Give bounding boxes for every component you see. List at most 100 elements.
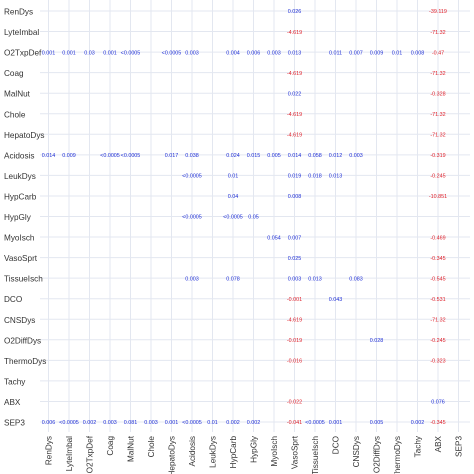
row-label-leukdys: LeukDys: [4, 172, 36, 181]
cell-value-label: 0.002: [247, 420, 261, 426]
cell-value-label: 0.005: [267, 153, 281, 159]
cell-value-label: 0.003: [103, 420, 117, 426]
cell-value-label: -39.119: [429, 9, 447, 15]
cell-value-label: -0.469: [430, 235, 445, 241]
row-label-vasosprt: VasoSprt: [4, 254, 38, 263]
column-label-thermodys: ThermoDys: [393, 436, 402, 474]
cell-value-label: 0.001: [329, 420, 343, 426]
cell-value-label: 0.019: [288, 174, 302, 180]
column-label-o2txpdef: O2TxpDef: [86, 435, 95, 473]
cell-value-label: -10.851: [429, 194, 447, 200]
cell-value-label: -4.619: [287, 112, 302, 118]
row-label-hypcarb: HypCarb: [4, 192, 37, 201]
cell-value-label: -4.619: [287, 71, 302, 77]
cell-value-label: 0.013: [329, 174, 343, 180]
cell-value-label: 0.008: [411, 50, 425, 56]
cell-value-label: <0.0005: [121, 50, 141, 56]
cell-value-label: 0.043: [329, 297, 343, 303]
cell-value-label: 0.015: [247, 153, 261, 159]
row-label-tissueisch: TissueIsch: [4, 275, 43, 284]
cell-value-label: -0.245: [430, 338, 445, 344]
row-label-dco: DCO: [4, 295, 22, 304]
column-label-o2diffdys: O2DiffDys: [373, 436, 382, 473]
column-label-tissueisch: TissueIsch: [311, 436, 320, 474]
cell-value-label: 0.009: [370, 50, 384, 56]
cell-value-label: -0.319: [430, 153, 445, 159]
row-label-tachy: Tachy: [4, 377, 26, 386]
cell-value-label: 0.009: [62, 153, 76, 159]
cell-value-label: -0.345: [430, 256, 445, 262]
cell-value-label: <0.0005: [121, 153, 141, 159]
column-label-hypcarb: HypCarb: [229, 436, 238, 469]
cell-value-label: -71.32: [430, 71, 445, 77]
cell-value-label: 0.03: [84, 50, 95, 56]
cell-value-label: -4.619: [287, 133, 302, 139]
cell-value-label: 0.081: [124, 420, 138, 426]
cell-value-label: 0.002: [411, 420, 425, 426]
cell-value-label: -0.323: [430, 359, 445, 365]
grid-lines: [40, 0, 470, 432]
cell-value-label: -71.32: [430, 317, 445, 323]
column-label-cnsdys: CNSDys: [352, 436, 361, 467]
row-label-o2txpdef: O2TxpDef: [4, 49, 42, 58]
cell-value-label: -0.016: [287, 359, 302, 365]
cell-value-label: 0.058: [308, 153, 322, 159]
cell-value-label: 0.001: [62, 50, 76, 56]
cell-value-label: 0.002: [226, 420, 240, 426]
cell-value-label: 0.014: [42, 153, 56, 159]
cell-value-label: 0.003: [144, 420, 158, 426]
cell-value-label: 0.014: [288, 153, 302, 159]
column-label-dco: DCO: [332, 436, 341, 454]
cell-value-label: 0.025: [288, 256, 302, 262]
row-label-hypgly: HypGly: [4, 213, 32, 222]
cell-value-label: -0.47: [432, 50, 444, 56]
cell-value-label: <0.0005: [162, 50, 182, 56]
column-label-acidosis: Acidosis: [188, 436, 197, 467]
cell-value-label: -0.001: [287, 297, 302, 303]
column-label-rendys: RenDys: [45, 436, 54, 465]
cell-value-label: 0.024: [226, 153, 240, 159]
cell-value-label: -71.32: [430, 133, 445, 139]
row-label-malnut: MalNut: [4, 90, 31, 99]
cell-value-label: <0.0005: [223, 215, 243, 221]
cell-labels: 0.026 -39.119 -4.619 -71.32 0.001 0.001 0.03 0.…: [42, 9, 447, 426]
cell-value-label: -0.545: [430, 276, 445, 282]
cell-value-label: <0.0005: [182, 174, 202, 180]
cell-value-label: 0.038: [185, 153, 199, 159]
cell-value-label: -0.531: [430, 297, 445, 303]
cell-value-label: <0.0005: [59, 420, 79, 426]
cell-value-label: 0.003: [288, 276, 302, 282]
cell-value-label: 0.012: [329, 153, 343, 159]
cell-value-label: 0.001: [42, 50, 56, 56]
cell-value-label: -0.328: [430, 91, 445, 97]
row-label-thermodys: ThermoDys: [4, 357, 46, 366]
cell-value-label: 0.022: [288, 91, 302, 97]
cell-value-label: -0.022: [287, 400, 302, 406]
cell-value-label: 0.004: [226, 50, 240, 56]
cell-value-label: 0.011: [329, 50, 342, 56]
cell-value-label: 0.013: [288, 50, 302, 56]
row-label-acidosis: Acidosis: [4, 151, 35, 160]
column-label-abx: ABX: [434, 435, 443, 452]
cell-value-label: 0.005: [370, 420, 384, 426]
row-label-sep3: SEP3: [4, 419, 25, 428]
row-label-abx: ABX: [4, 398, 21, 407]
column-label-hepatodys: HepatoDys: [168, 436, 177, 474]
cell-value-label: <0.0005: [182, 215, 202, 221]
cell-value-label: 0.003: [349, 153, 363, 159]
column-label-sep3: SEP3: [455, 436, 464, 457]
cell-value-label: -0.245: [430, 174, 445, 180]
cell-value-label: 0.026: [288, 9, 302, 15]
cell-value-label: 0.001: [103, 50, 117, 56]
column-label-chole: Chole: [147, 436, 156, 458]
cell-value-label: 0.01: [228, 174, 239, 180]
cell-value-label: 0.04: [228, 194, 239, 200]
column-label-malnut: MalNut: [127, 435, 136, 462]
cell-value-label: <0.0005: [305, 420, 325, 426]
cell-value-label: 0.028: [370, 338, 384, 344]
column-label-tachy: Tachy: [414, 435, 423, 457]
row-labels: RenDys LyteImbal O2TxpDef Coag MalNut Chole He…: [4, 8, 46, 428]
cell-value-label: 0.01: [207, 420, 218, 426]
cell-value-label: 0.013: [308, 276, 322, 282]
